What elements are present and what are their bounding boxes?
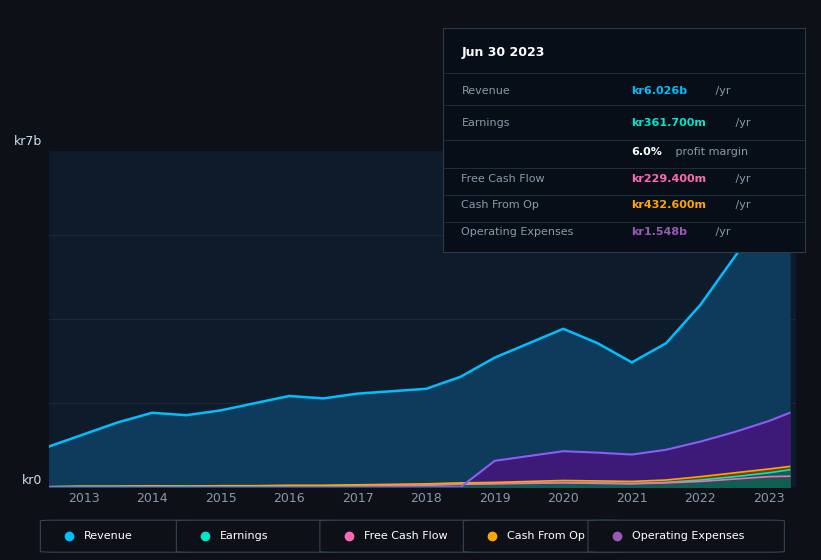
FancyBboxPatch shape [320, 520, 479, 552]
Text: Jun 30 2023: Jun 30 2023 [461, 46, 545, 59]
Text: kr6.026b: kr6.026b [631, 86, 687, 96]
Text: Cash From Op: Cash From Op [461, 200, 539, 211]
Text: /yr: /yr [732, 200, 751, 211]
Text: /yr: /yr [732, 174, 751, 184]
Text: Operating Expenses: Operating Expenses [632, 531, 744, 541]
Text: kr361.700m: kr361.700m [631, 118, 706, 128]
Text: kr7b: kr7b [13, 135, 42, 148]
Text: kr0: kr0 [21, 474, 42, 487]
FancyBboxPatch shape [177, 520, 335, 552]
Text: Cash From Op: Cash From Op [507, 531, 585, 541]
Text: Revenue: Revenue [461, 86, 510, 96]
Text: profit margin: profit margin [672, 147, 748, 157]
Text: Earnings: Earnings [461, 118, 510, 128]
Text: Free Cash Flow: Free Cash Flow [461, 174, 545, 184]
FancyBboxPatch shape [588, 520, 784, 552]
Text: /yr: /yr [732, 118, 751, 128]
Text: Earnings: Earnings [220, 531, 268, 541]
Text: 6.0%: 6.0% [631, 147, 662, 157]
Text: kr1.548b: kr1.548b [631, 227, 687, 237]
Text: /yr: /yr [712, 86, 731, 96]
Text: Operating Expenses: Operating Expenses [461, 227, 574, 237]
FancyBboxPatch shape [463, 520, 622, 552]
Text: kr229.400m: kr229.400m [631, 174, 706, 184]
FancyBboxPatch shape [40, 520, 191, 552]
Text: kr432.600m: kr432.600m [631, 200, 706, 211]
Text: /yr: /yr [712, 227, 731, 237]
Text: Revenue: Revenue [85, 531, 133, 541]
Text: Free Cash Flow: Free Cash Flow [364, 531, 447, 541]
